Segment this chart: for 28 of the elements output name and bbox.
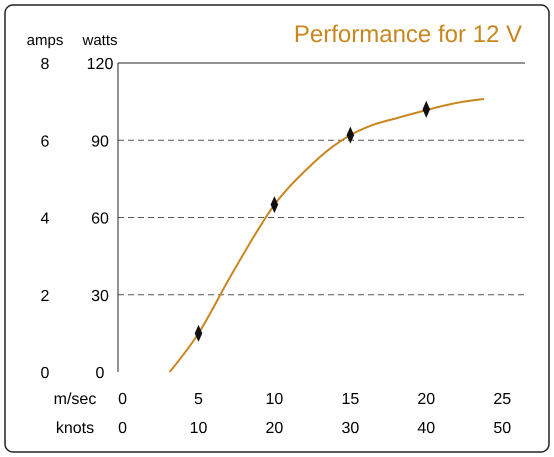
x-tick-label: 20 [417,391,436,408]
x-tick-label: 15 [341,391,360,408]
x-tick-label: 10 [266,391,284,408]
y-tick-label: 30 [91,288,109,305]
y-tick-label: 60 [91,210,109,228]
x2-tick-label: 20 [266,420,284,437]
y2-axis-title: amps [26,32,64,49]
x2-tick-label: 0 [118,420,128,437]
y-tick-label: 0 [96,365,105,382]
y2-tick-label: 6 [40,133,50,150]
y-tick-label: 90 [91,133,109,150]
y-axis-title: watts [81,32,118,49]
y2-tick-label: 0 [40,365,50,382]
y2-tick-label: 2 [40,288,50,305]
x2-tick-label: 30 [341,420,360,437]
x2-axis-title: knots [56,420,94,437]
y2-tick-label: 8 [40,56,50,73]
x-tick-label: 0 [118,391,128,408]
x-tick-label: 25 [493,391,512,408]
y-tick-label: 120 [86,56,114,73]
x2-tick-label: 10 [190,420,208,437]
x-axis-title: m/sec [54,391,96,408]
x-tick-label: 5 [194,391,204,408]
x2-tick-label: 50 [493,420,512,437]
line-series [168,98,485,373]
chart-title: Performance for 12 V [294,21,522,48]
y2-tick-label: 4 [40,210,50,228]
x2-tick-label: 40 [417,420,436,437]
